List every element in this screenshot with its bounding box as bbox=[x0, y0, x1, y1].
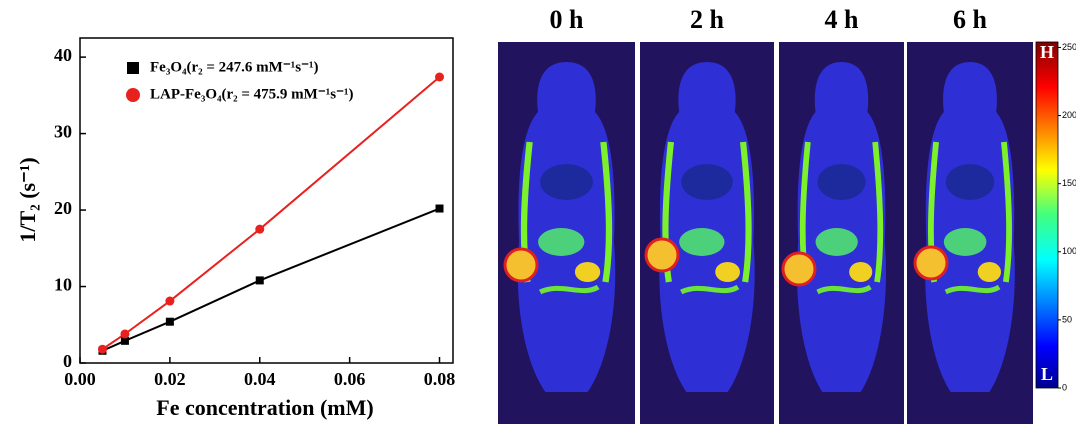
mri-image bbox=[907, 42, 1033, 424]
colorbar-high-label: H bbox=[1040, 42, 1054, 62]
mri-image bbox=[498, 42, 635, 424]
colorbar-tick-label: 0 bbox=[1062, 382, 1067, 392]
page: Fe concentration (mM) 1/T₂ (s⁻¹) 0.00 0.0… bbox=[0, 0, 1076, 427]
colorbar bbox=[1036, 42, 1058, 388]
x-tick-label: 0.06 bbox=[334, 369, 366, 389]
series-line bbox=[102, 77, 439, 349]
x-tick-label: 0.08 bbox=[424, 369, 456, 389]
figure: Fe concentration (mM) 1/T₂ (s⁻¹) 0.00 0.0… bbox=[0, 0, 1076, 427]
highlight-circle bbox=[915, 247, 947, 279]
x-axis-label: Fe concentration (mM) bbox=[156, 395, 373, 420]
point bbox=[255, 225, 264, 234]
colorbar-tick-label: 150 bbox=[1062, 178, 1076, 188]
plot-area: Fe concentration (mM) 1/T₂ (s⁻¹) 0.00 0.0… bbox=[15, 38, 455, 420]
legend-marker bbox=[127, 62, 139, 74]
legend-label: LAP-Fe₃O₄(r₂ = 475.9 mM⁻¹s⁻¹) bbox=[150, 86, 354, 102]
y-tick-label: 30 bbox=[54, 122, 72, 142]
colorbar-low-label: L bbox=[1041, 364, 1053, 384]
point bbox=[120, 329, 129, 338]
point bbox=[165, 297, 174, 306]
highlight-circle bbox=[505, 249, 537, 281]
point bbox=[98, 345, 107, 354]
legend-label: Fe₃O₄(r₂ = 247.6 mM⁻¹s⁻¹) bbox=[150, 59, 319, 75]
x-tick-label: 0.02 bbox=[154, 369, 186, 389]
image-panels: 0 h 2 h 4 h 6 h H L0 50 100 150 200 250 bbox=[498, 5, 1076, 424]
highlight-circle bbox=[646, 239, 678, 271]
y-tick-label: 40 bbox=[54, 45, 72, 65]
panel-title: 6 h bbox=[953, 5, 988, 34]
mri-image bbox=[779, 42, 904, 424]
y-tick-label: 20 bbox=[54, 198, 72, 218]
y-tick-label: 0 bbox=[63, 351, 72, 371]
y-tick-label: 10 bbox=[54, 275, 72, 295]
series-line bbox=[102, 209, 439, 351]
point bbox=[166, 318, 174, 326]
mri-image bbox=[640, 42, 774, 424]
panel-title: 4 h bbox=[825, 5, 860, 34]
colorbar-tick-label: 50 bbox=[1062, 314, 1072, 324]
panel-title: 0 h bbox=[550, 5, 585, 34]
point bbox=[256, 276, 264, 284]
point bbox=[435, 73, 444, 82]
panel-title: 2 h bbox=[690, 5, 725, 34]
legend-marker bbox=[126, 88, 140, 102]
point bbox=[436, 205, 444, 213]
y-axis-label: 1/T₂ (s⁻¹) bbox=[15, 157, 40, 242]
colorbar-tick-label: 200 bbox=[1062, 110, 1076, 120]
x-tick-label: 0.00 bbox=[64, 369, 96, 389]
colorbar-tick-label: 250 bbox=[1062, 42, 1076, 52]
highlight-circle bbox=[783, 253, 815, 285]
x-tick-label: 0.04 bbox=[244, 369, 276, 389]
colorbar-tick-label: 100 bbox=[1062, 246, 1076, 256]
